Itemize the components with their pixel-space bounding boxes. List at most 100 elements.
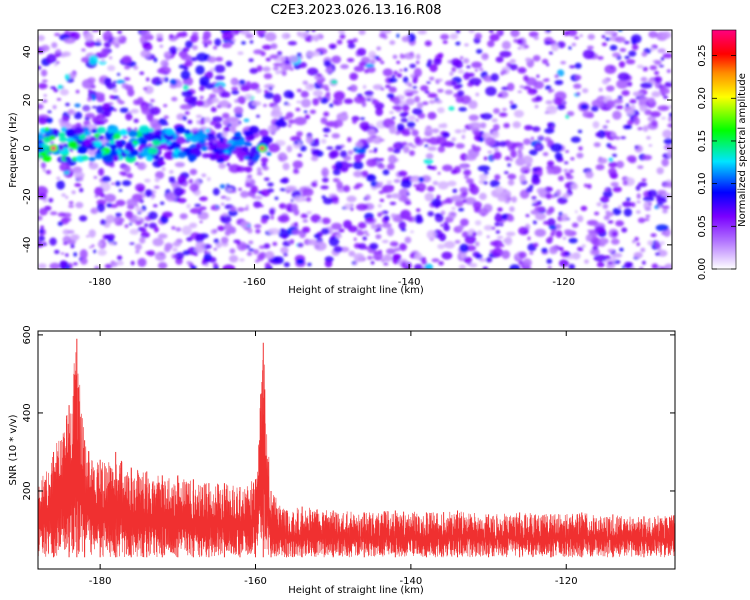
heatmap-cell — [89, 246, 92, 249]
heatmap-cell — [509, 63, 518, 71]
heatmap-cell — [388, 78, 398, 83]
heatmap-cell — [545, 193, 552, 200]
heatmap-cell — [608, 161, 618, 168]
heatmap-cell — [641, 178, 647, 182]
heatmap-cell — [225, 41, 233, 48]
heatmap-cell — [125, 210, 134, 219]
heatmap-cell — [624, 261, 632, 269]
heatmap-cell — [230, 79, 237, 85]
heatmap-cell — [309, 109, 316, 115]
heatmap-cell — [102, 103, 111, 108]
heatmap-cell — [279, 178, 288, 184]
heatmap-cell — [545, 105, 558, 115]
heatmap-cell — [183, 66, 189, 71]
heatmap-cell — [661, 158, 669, 167]
heatmap-cell — [541, 247, 548, 254]
heatmap-cell — [618, 205, 622, 209]
heatmap-cell — [290, 136, 302, 142]
heatmap-cell — [272, 66, 279, 71]
heatmap-cell — [95, 92, 102, 97]
heatmap-cell — [650, 233, 657, 237]
heatmap-cell — [333, 178, 338, 182]
heatmap-cell — [217, 225, 226, 231]
heatmap-cell — [269, 54, 279, 59]
heatmap-cell — [404, 201, 412, 205]
heatmap-cell — [296, 52, 302, 57]
heatmap-cell — [59, 88, 69, 96]
heatmap-cell — [512, 121, 521, 129]
heatmap-cell — [483, 156, 488, 161]
heatmap-cell — [302, 187, 314, 197]
heatmap-cell — [313, 233, 320, 239]
heatmap-cell — [180, 54, 192, 61]
heatmap-cell — [437, 88, 444, 93]
heatmap-cell — [225, 196, 231, 201]
heatmap-cell — [97, 241, 103, 247]
heatmap-cell — [143, 164, 148, 168]
heatmap-cell — [448, 106, 455, 111]
heatmap-cell — [563, 31, 570, 36]
heatmap-cell — [399, 69, 403, 72]
heatmap-cell — [529, 184, 534, 189]
heatmap-cell — [305, 136, 314, 144]
heatmap-cell — [509, 264, 521, 269]
heatmap-cell — [443, 224, 451, 232]
heatmap-cell — [369, 59, 376, 65]
heatmap-cell — [582, 88, 589, 94]
heatmap-cell — [398, 221, 407, 230]
heatmap-cell — [283, 262, 290, 268]
heatmap-cell — [79, 215, 88, 222]
heatmap-cell — [59, 136, 68, 143]
heatmap-cell — [185, 136, 191, 141]
heatmap-cell — [408, 83, 413, 88]
heatmap-cell — [647, 189, 658, 198]
heatmap-cell — [535, 212, 546, 221]
heatmap-cell — [624, 55, 630, 60]
heatmap-cell — [402, 76, 409, 84]
heatmap-cell — [117, 255, 123, 261]
heatmap-cell — [411, 129, 419, 137]
heatmap-cell — [500, 222, 504, 227]
heatmap-cell — [288, 124, 292, 128]
heatmap-cell — [427, 185, 435, 192]
heatmap-cell — [457, 69, 464, 74]
heatmap-cell — [621, 265, 625, 269]
heatmap-cell — [140, 231, 150, 238]
heatmap-cell — [222, 112, 230, 119]
heatmap-cell — [442, 164, 453, 172]
heatmap-cell — [651, 91, 661, 98]
heatmap-cell — [91, 30, 97, 33]
heatmap-cell — [305, 83, 315, 91]
heatmap-cell — [226, 183, 230, 187]
x-tick-label: -140 — [398, 277, 421, 288]
heatmap-cell — [577, 129, 583, 134]
heatmap-cell — [451, 58, 461, 67]
heatmap-cell — [65, 102, 70, 107]
heatmap-cell — [195, 65, 205, 75]
heatmap-cell — [317, 96, 323, 101]
heatmap-cell — [510, 150, 517, 158]
heatmap-cell — [100, 219, 107, 226]
heatmap-cell — [474, 69, 478, 72]
heatmap-cell — [49, 237, 57, 246]
heatmap-cell — [555, 230, 563, 238]
heatmap-cell — [443, 141, 455, 148]
snr-y-axis: 200 400 600 — [22, 325, 675, 501]
heatmap-cell — [91, 128, 98, 134]
heatmap-cell — [324, 256, 334, 263]
heatmap-cell — [268, 86, 273, 91]
heatmap-cell — [237, 51, 244, 55]
heatmap-cell — [495, 186, 504, 194]
heatmap-cell — [139, 71, 145, 75]
heatmap-cell — [636, 193, 641, 199]
heatmap-cell — [580, 205, 588, 211]
heatmap-cell — [483, 180, 488, 185]
heatmap-cell — [99, 60, 107, 65]
heatmap-cell — [256, 167, 262, 173]
heatmap-cell — [207, 40, 212, 45]
heatmap-cell — [148, 127, 154, 133]
y-tick-label: -20 — [22, 188, 33, 204]
heatmap-cell — [469, 122, 482, 130]
heatmap-cell — [491, 130, 500, 139]
heatmap-cell — [505, 195, 511, 200]
